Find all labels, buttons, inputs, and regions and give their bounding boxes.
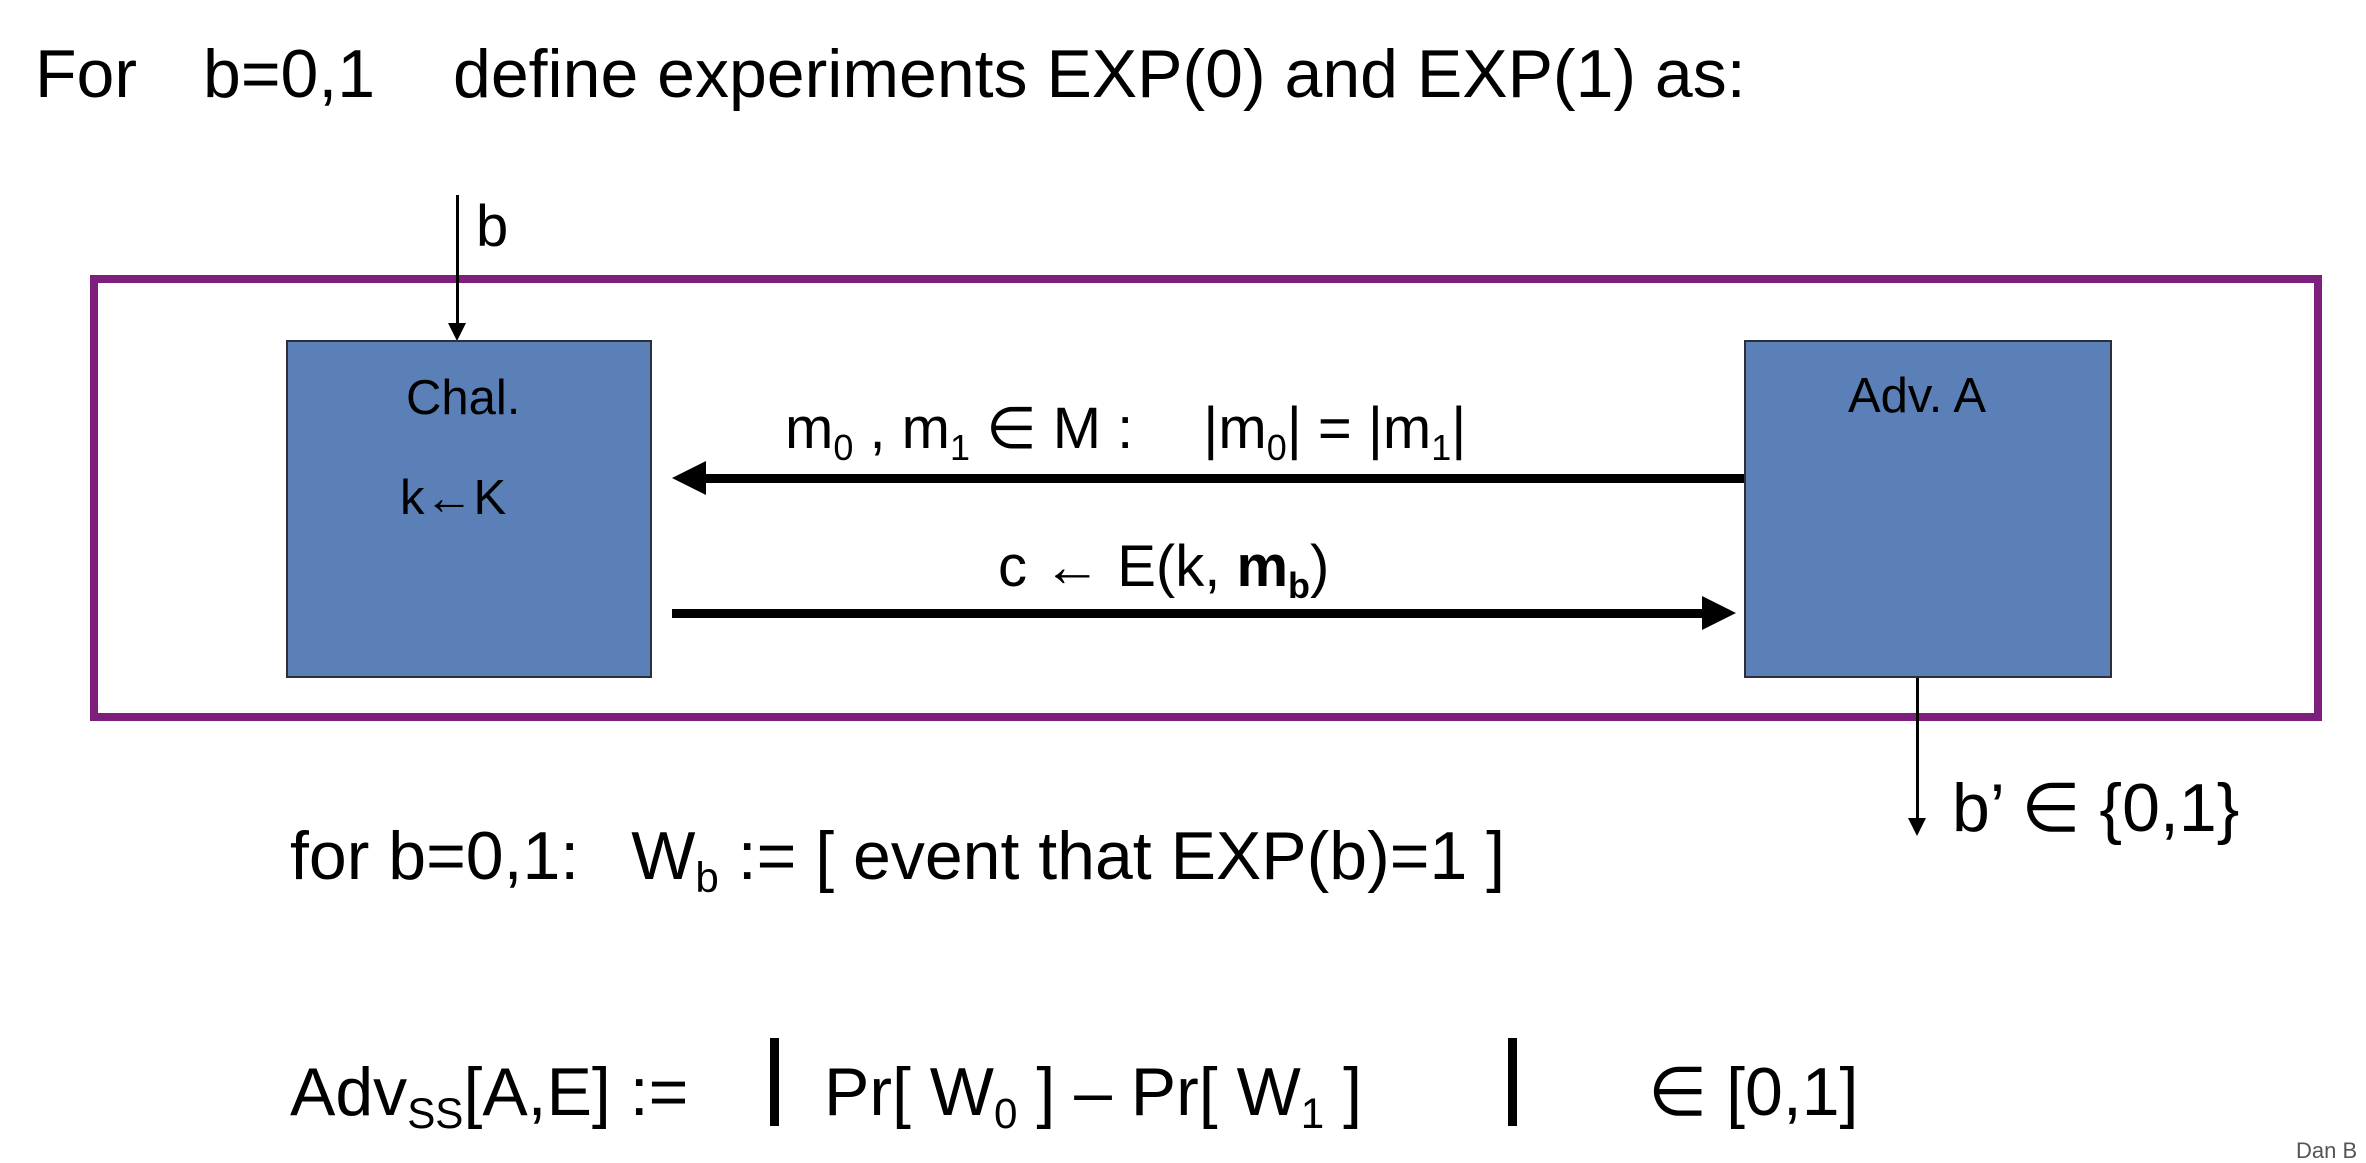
output-line xyxy=(1916,678,1919,824)
input-label: b xyxy=(476,194,509,259)
heading-condition: b=0,1 xyxy=(203,36,376,112)
heading-text: define experiments EXP(0) and EXP(1) as: xyxy=(453,36,1746,112)
input-line xyxy=(456,195,459,327)
experiment-frame xyxy=(90,275,2322,721)
challenger-title: Chal. xyxy=(406,371,521,425)
output-arrowhead xyxy=(1908,818,1926,836)
heading-prefix: For xyxy=(35,36,137,112)
event-definition: for b=0,1: Wb := [ event that EXP(b)=1 ] xyxy=(290,818,1506,902)
input-arrowhead xyxy=(448,323,466,341)
output-label: b’ ∈ {0,1} xyxy=(1952,770,2240,846)
message-pair-label: m0 , m1 ∈ M : |m0| = |m1| xyxy=(785,396,1467,468)
abs-bar-right xyxy=(1508,1038,1517,1126)
corner-footer: Dan B xyxy=(2296,1138,2358,1163)
arrow-to-adversary-shaft xyxy=(672,609,1724,618)
advantage-range: ∈ [0,1] xyxy=(1648,1054,1859,1130)
arrow-to-challenger-head xyxy=(672,461,706,495)
challenger-keygen: k←K xyxy=(400,471,507,525)
arrow-to-adversary-head xyxy=(1702,596,1736,630)
adversary-label: Adv. A xyxy=(1848,369,1987,423)
abs-bar-left xyxy=(770,1038,779,1126)
challenger-box: Chal. k←K xyxy=(286,340,652,678)
advantage-difference: Pr[ W0 ] – Pr[ W1 ] xyxy=(824,1054,1363,1138)
advantage-lhs: AdvSS[A,E] := xyxy=(290,1054,689,1138)
adversary-box: Adv. A xyxy=(1744,340,2112,678)
ciphertext-label: c ← E(k, mb) xyxy=(998,534,1330,606)
arrow-to-challenger-shaft xyxy=(700,474,1744,483)
